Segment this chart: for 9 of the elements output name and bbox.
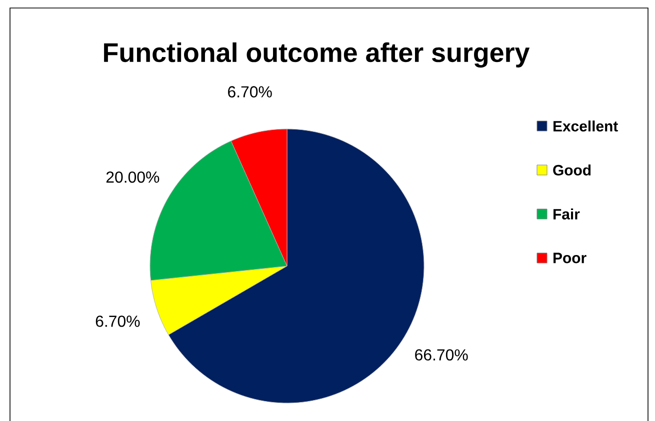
data-label: 6.70%	[228, 86, 272, 98]
legend-label: Fair	[554, 208, 580, 220]
legend-label: Excellent	[554, 120, 618, 132]
data-label: 20.00%	[106, 171, 160, 183]
legend-label: Poor	[554, 252, 586, 264]
chart-title: Functional outcome after surgery	[104, 42, 530, 68]
data-label: 66.70%	[415, 349, 468, 361]
legend-label: Good	[553, 164, 591, 176]
data-label: 6.70%	[96, 316, 140, 327]
